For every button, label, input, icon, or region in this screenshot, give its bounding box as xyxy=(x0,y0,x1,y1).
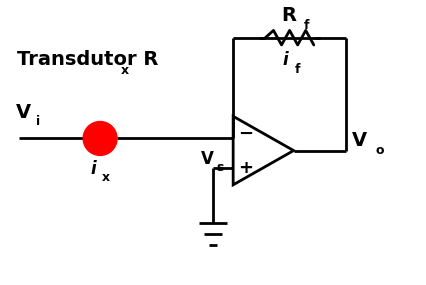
Text: Transdutor R: Transdutor R xyxy=(17,50,159,69)
Text: f: f xyxy=(294,63,300,76)
Text: o: o xyxy=(375,144,383,157)
Text: R: R xyxy=(282,6,296,25)
Text: i: i xyxy=(282,51,288,69)
Text: x: x xyxy=(121,64,129,77)
Circle shape xyxy=(83,121,117,155)
Text: s: s xyxy=(216,161,224,174)
Text: −: − xyxy=(238,125,253,142)
Text: V: V xyxy=(352,131,367,150)
Text: x: x xyxy=(102,172,110,184)
Text: V: V xyxy=(201,150,214,168)
Text: i: i xyxy=(36,115,40,128)
Text: +: + xyxy=(238,159,253,177)
Text: i: i xyxy=(90,160,96,178)
Text: f: f xyxy=(304,19,309,32)
Text: V: V xyxy=(15,103,31,122)
